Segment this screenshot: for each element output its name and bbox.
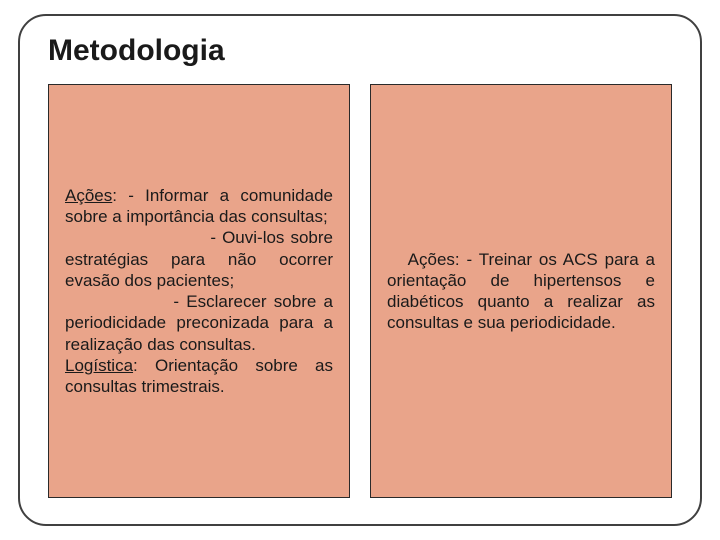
acoes-text-3: - Esclarecer sobre a periodicidade preco… xyxy=(65,292,333,354)
label-logistica: Logística xyxy=(65,356,133,375)
label-acoes: Ações xyxy=(65,186,112,205)
card-right-text: Ações: - Treinar os ACS para a orientaçã… xyxy=(387,249,655,334)
slide-frame: Metodologia Ações: - Informar a comunida… xyxy=(18,14,702,526)
card-left: Ações: - Informar a comunidade sobre a i… xyxy=(48,84,350,498)
card-right: Ações: - Treinar os ACS para a orientaçã… xyxy=(370,84,672,498)
acoes-right-text: Ações: - Treinar os ACS para a orientaçã… xyxy=(387,250,655,333)
acoes-text-2: - Ouvi-los sobre estratégias para não oc… xyxy=(65,228,333,290)
slide-title: Metodologia xyxy=(48,34,672,68)
card-left-text: Ações: - Informar a comunidade sobre a i… xyxy=(65,185,333,398)
columns-container: Ações: - Informar a comunidade sobre a i… xyxy=(48,84,672,498)
